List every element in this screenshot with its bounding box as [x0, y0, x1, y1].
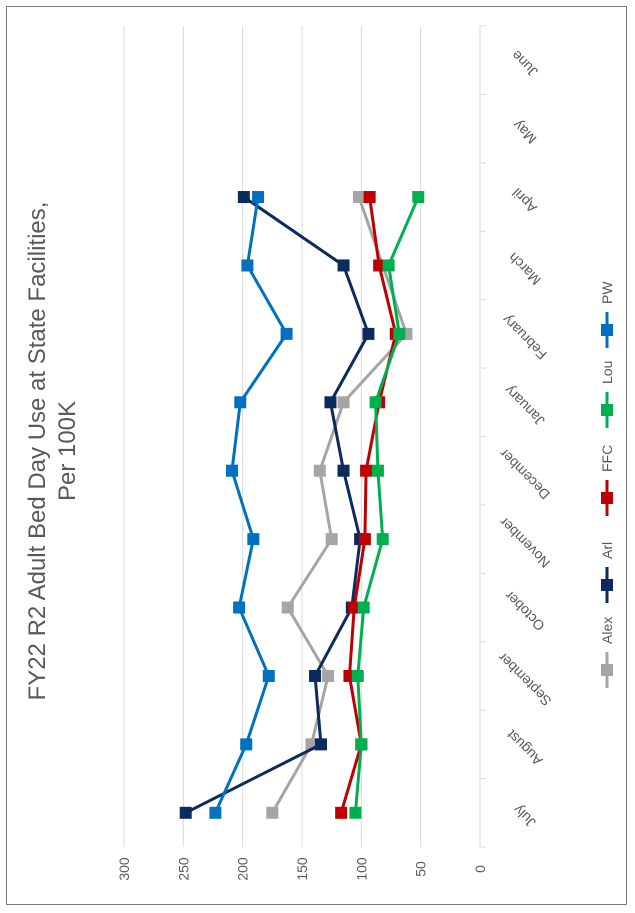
gridlines — [123, 25, 486, 848]
data-point — [373, 259, 386, 272]
series-pw — [209, 191, 293, 819]
data-point — [363, 191, 376, 204]
data-point — [337, 464, 350, 477]
data-point — [360, 464, 373, 477]
chart-title-line-2: Per 100K — [54, 401, 81, 501]
data-point — [337, 396, 350, 409]
chart-title-line-1: FY22 R2 Adult Bed Day Use at State Facil… — [24, 202, 51, 701]
data-point — [358, 533, 371, 546]
data-point — [313, 464, 326, 477]
data-point — [412, 191, 425, 204]
category-label: November — [496, 514, 553, 571]
legend-label: FFC — [599, 445, 615, 472]
category-label: January — [501, 383, 548, 430]
legend-item-arl: Arl — [599, 542, 615, 603]
value-tick-label: 200 — [235, 857, 251, 881]
category-axis-labels: July August September October November Decemb… — [494, 47, 554, 831]
data-point — [241, 259, 254, 272]
series-line — [339, 196, 398, 814]
data-point — [234, 396, 247, 409]
value-axis-ticks: 0 50 100 150 200 250 300 — [116, 857, 488, 881]
data-point — [225, 464, 238, 477]
data-point — [179, 806, 192, 819]
legend-marker — [601, 664, 613, 676]
series-alex — [266, 191, 413, 819]
legend-item-alex: Alex — [599, 617, 615, 688]
data-point — [325, 533, 338, 546]
legend: Alex Arl FFC Lou PW — [599, 281, 615, 688]
category-label: April — [509, 185, 540, 216]
data-point — [240, 738, 253, 751]
series-line — [353, 196, 420, 813]
legend-item-pw: PW — [599, 281, 615, 348]
data-point — [351, 669, 364, 682]
legend-label: Lou — [599, 361, 615, 384]
legend-marker — [601, 324, 613, 336]
data-point — [252, 191, 265, 204]
legend-item-ffc: FFC — [599, 445, 615, 516]
legend-item-lou: Lou — [599, 361, 615, 428]
category-label: June — [508, 47, 541, 80]
series-line — [185, 195, 370, 815]
data-point — [393, 327, 406, 340]
data-point — [355, 738, 368, 751]
chart-title: FY22 R2 Adult Bed Day Use at State Facil… — [24, 202, 81, 701]
value-tick-label: 300 — [116, 857, 132, 881]
category-label: October — [501, 588, 548, 635]
data-point — [362, 327, 375, 340]
value-tick-label: 0 — [472, 865, 488, 873]
data-point — [348, 601, 361, 614]
data-point — [352, 191, 365, 204]
data-point — [233, 601, 246, 614]
chart-frame — [6, 6, 627, 905]
data-point — [335, 806, 348, 819]
data-point — [266, 806, 279, 819]
legend-marker — [601, 579, 613, 591]
series-line — [214, 196, 289, 814]
series-lou — [349, 191, 425, 819]
data-point — [324, 396, 337, 409]
legend-label: PW — [599, 281, 615, 304]
legend-label: Arl — [599, 542, 615, 559]
data-point — [357, 601, 370, 614]
data-point — [209, 806, 222, 819]
data-point — [309, 669, 322, 682]
data-point — [247, 533, 260, 546]
data-point — [281, 601, 294, 614]
category-label: March — [505, 250, 544, 289]
category-label: August — [503, 727, 545, 769]
legend-label: Alex — [599, 617, 615, 644]
category-label: July — [510, 802, 539, 831]
data-point — [376, 533, 389, 546]
legend-marker — [601, 492, 613, 504]
data-point — [237, 191, 250, 204]
data-point — [262, 669, 275, 682]
data-point — [371, 464, 384, 477]
data-point — [382, 259, 395, 272]
data-point — [369, 396, 382, 409]
category-label: February — [499, 312, 550, 363]
series-arl — [179, 191, 375, 819]
value-tick-label: 100 — [353, 857, 369, 881]
series-lines — [179, 191, 425, 819]
value-tick-label: 250 — [175, 857, 191, 881]
data-point — [314, 738, 327, 751]
data-point — [280, 327, 293, 340]
data-point — [322, 669, 335, 682]
data-point — [349, 806, 362, 819]
value-tick-label: 50 — [413, 861, 429, 877]
category-label: September — [494, 649, 554, 709]
category-label: December — [496, 446, 553, 503]
legend-marker — [601, 404, 613, 416]
data-point — [337, 259, 350, 272]
category-label: May — [509, 117, 539, 147]
value-tick-label: 150 — [294, 857, 310, 881]
